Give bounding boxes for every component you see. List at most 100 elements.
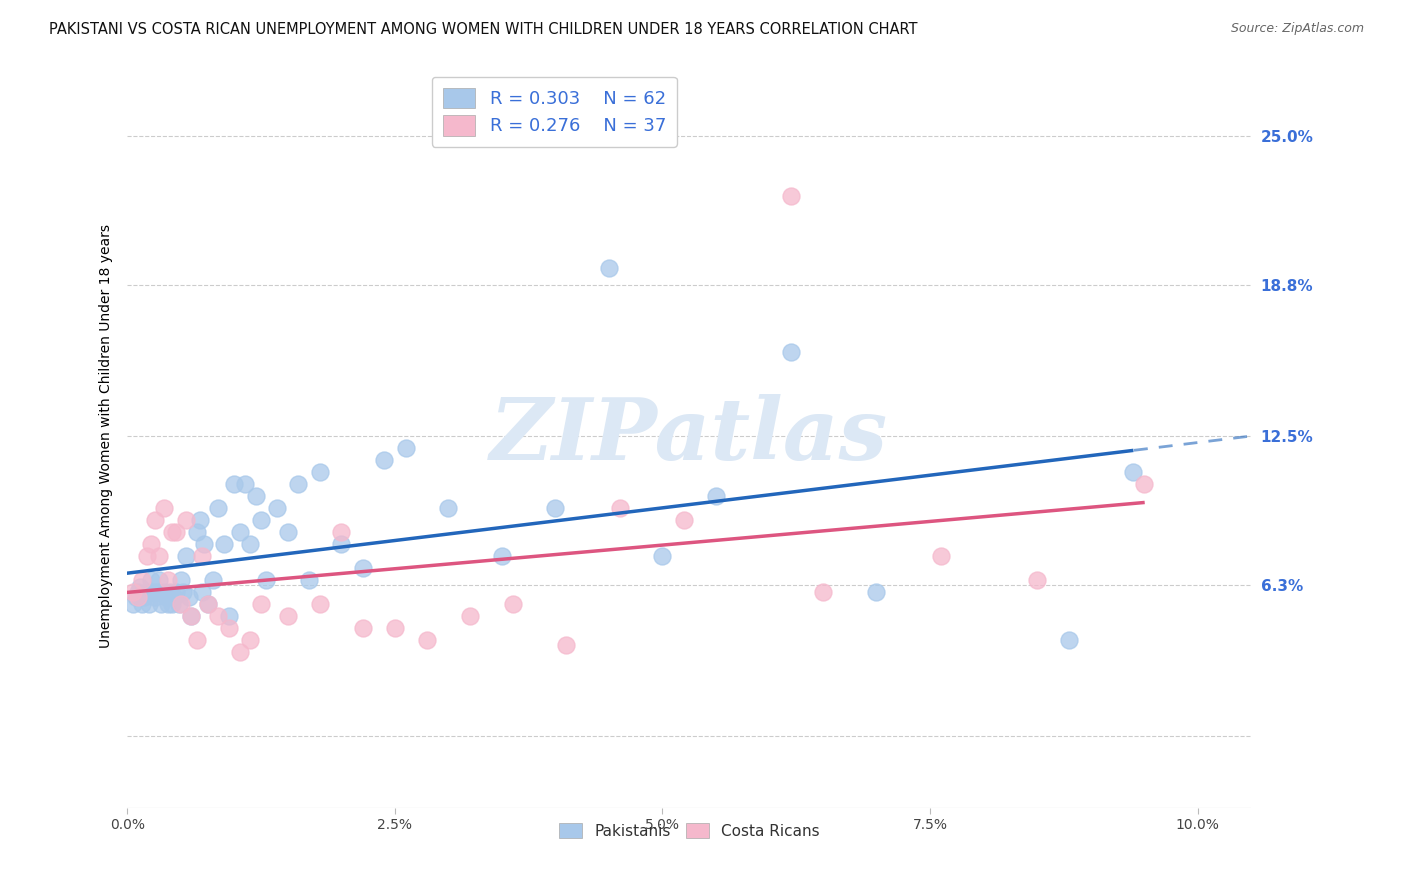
Point: [491, 549, 513, 563]
Point: [179, 590, 201, 604]
Point: [254, 573, 277, 587]
Point: [197, 597, 219, 611]
Point: [239, 537, 262, 551]
Text: PAKISTANI VS COSTA RICAN UNEMPLOYMENT AMONG WOMEN WITH CHILDREN UNDER 18 YEARS C: PAKISTANI VS COSTA RICAN UNEMPLOYMENT AM…: [49, 22, 918, 37]
Point: [121, 584, 143, 599]
Point: [134, 590, 156, 604]
Point: [148, 549, 170, 563]
Point: [228, 524, 250, 539]
Point: [138, 597, 160, 611]
Point: [180, 608, 202, 623]
Point: [142, 584, 165, 599]
Point: [135, 584, 157, 599]
Point: [218, 608, 240, 623]
Point: [125, 590, 148, 604]
Point: [651, 549, 673, 563]
Point: [121, 597, 143, 611]
Point: [127, 590, 149, 604]
Point: [156, 573, 179, 587]
Point: [201, 573, 224, 587]
Y-axis label: Unemployment Among Women with Children Under 18 years: Unemployment Among Women with Children U…: [100, 224, 114, 648]
Point: [352, 561, 374, 575]
Point: [352, 621, 374, 635]
Point: [1026, 573, 1049, 587]
Point: [146, 584, 169, 599]
Point: [135, 549, 157, 563]
Point: [598, 260, 620, 275]
Point: [250, 597, 273, 611]
Point: [180, 608, 202, 623]
Point: [152, 500, 174, 515]
Point: [245, 489, 267, 503]
Point: [239, 632, 262, 647]
Point: [188, 513, 211, 527]
Point: [704, 489, 727, 503]
Point: [309, 597, 332, 611]
Point: [330, 524, 353, 539]
Point: [266, 500, 288, 515]
Point: [287, 476, 309, 491]
Legend: Pakistanis, Costa Ricans: Pakistanis, Costa Ricans: [553, 816, 825, 845]
Point: [197, 597, 219, 611]
Point: [458, 608, 481, 623]
Point: [207, 608, 229, 623]
Text: Source: ZipAtlas.com: Source: ZipAtlas.com: [1230, 22, 1364, 36]
Point: [779, 345, 801, 359]
Point: [212, 537, 235, 551]
Point: [1057, 632, 1080, 647]
Point: [186, 524, 208, 539]
Point: [224, 476, 246, 491]
Point: [555, 638, 578, 652]
Point: [143, 513, 166, 527]
Point: [174, 549, 197, 563]
Point: [174, 513, 197, 527]
Point: [394, 441, 416, 455]
Point: [148, 573, 170, 587]
Point: [811, 584, 834, 599]
Point: [170, 597, 193, 611]
Point: [139, 537, 162, 551]
Point: [330, 537, 353, 551]
Point: [166, 524, 188, 539]
Point: [163, 590, 186, 604]
Point: [143, 590, 166, 604]
Point: [929, 549, 952, 563]
Point: [779, 189, 801, 203]
Point: [309, 465, 332, 479]
Point: [191, 549, 214, 563]
Point: [191, 584, 214, 599]
Point: [131, 573, 153, 587]
Point: [416, 632, 439, 647]
Point: [172, 584, 194, 599]
Point: [193, 537, 215, 551]
Point: [155, 590, 177, 604]
Point: [672, 513, 695, 527]
Point: [207, 500, 229, 515]
Point: [865, 584, 887, 599]
Point: [152, 584, 174, 599]
Point: [277, 524, 299, 539]
Point: [166, 584, 188, 599]
Point: [170, 573, 193, 587]
Point: [167, 597, 190, 611]
Point: [609, 500, 631, 515]
Point: [150, 597, 173, 611]
Point: [384, 621, 406, 635]
Point: [437, 500, 460, 515]
Point: [233, 476, 256, 491]
Point: [218, 621, 240, 635]
Point: [156, 597, 179, 611]
Point: [1133, 476, 1156, 491]
Point: [250, 513, 273, 527]
Point: [1122, 465, 1144, 479]
Point: [298, 573, 321, 587]
Point: [139, 573, 162, 587]
Point: [277, 608, 299, 623]
Point: [127, 584, 149, 599]
Point: [160, 597, 183, 611]
Point: [228, 645, 250, 659]
Point: [129, 580, 152, 594]
Text: ZIPatlas: ZIPatlas: [491, 394, 889, 477]
Point: [160, 524, 183, 539]
Point: [159, 584, 181, 599]
